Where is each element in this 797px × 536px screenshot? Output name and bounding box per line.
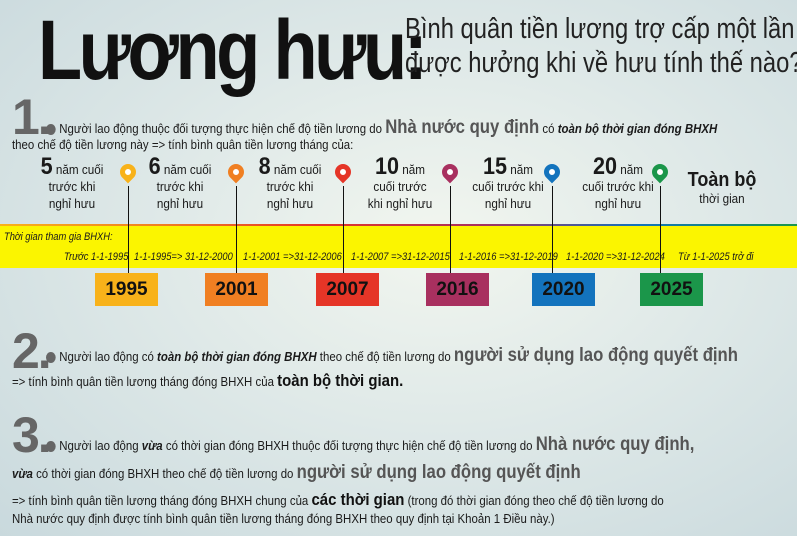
year-box: 2020 bbox=[532, 273, 595, 306]
subtitle: Bình quân tiền lương trợ cấp một lần được… bbox=[405, 12, 797, 80]
timeline-band bbox=[0, 226, 797, 268]
map-pin-icon bbox=[224, 160, 248, 184]
subtitle-line: Bình quân tiền lương trợ cấp một lần bbox=[405, 13, 795, 45]
period: Từ 1-1-2025 trở đi bbox=[678, 251, 754, 263]
timeline-label: 6 năm cuối trước khi nghỉ hưu bbox=[148, 153, 212, 212]
divider bbox=[343, 186, 344, 274]
year-box: 2016 bbox=[426, 273, 489, 306]
text: Người lao động thuộc đối tượng thực hiện… bbox=[59, 121, 386, 136]
year-box: 1995 bbox=[95, 273, 158, 306]
text: có bbox=[539, 121, 558, 136]
section-3-text-line4: Nhà nước quy định được tính bình quân ti… bbox=[12, 511, 555, 526]
divider bbox=[660, 186, 661, 274]
section-3-text-line2: vừa có thời gian đóng BHXH theo chế độ t… bbox=[12, 462, 581, 483]
page-title: Lương hưu: bbox=[38, 3, 428, 97]
timeline-label: 20 năm cuối trước khi nghỉ hưu bbox=[582, 153, 654, 212]
map-pin-icon bbox=[331, 160, 355, 184]
bullet-icon bbox=[46, 352, 56, 364]
timeline-label: 15 năm cuối trước khi nghỉ hưu bbox=[472, 153, 544, 212]
period: 1-1-2020 =>31-12-2024 bbox=[566, 251, 665, 263]
section-1-number: 1. bbox=[12, 89, 52, 145]
divider bbox=[236, 186, 237, 274]
divider bbox=[128, 186, 129, 274]
color-line bbox=[0, 224, 797, 227]
period: 1-1-2001 =>31-12-2006 bbox=[243, 251, 342, 263]
divider bbox=[450, 186, 451, 274]
bullet-icon bbox=[46, 124, 56, 136]
period: 1-1-2016 =>31-12-2019 bbox=[459, 251, 558, 263]
highlight: Nhà nước quy định bbox=[385, 117, 540, 138]
emphasis: toàn bộ thời gian đóng BHXH bbox=[557, 121, 718, 136]
timeline-label: 10 năm cuối trước khi nghỉ hưu bbox=[367, 153, 433, 212]
timeline-label: Toàn bộ thời gian bbox=[687, 169, 757, 206]
section-1-text-line2: theo chế độ tiền lương này => tính bình … bbox=[12, 137, 354, 152]
section-3-text-line3: => tính bình quân tiền lương tháng đóng … bbox=[12, 490, 664, 509]
band-label: Thời gian tham gia BHXH: bbox=[4, 231, 113, 243]
section-3-number: 3. bbox=[12, 407, 52, 463]
period: 1-1-1995=> 31-12-2000 bbox=[134, 251, 233, 263]
section-1-text: Người lao động thuộc đối tượng thực hiện… bbox=[46, 117, 717, 139]
year-box: 2025 bbox=[640, 273, 703, 306]
section-3-text: Người lao động vừa có thời gian đóng BHX… bbox=[46, 434, 694, 456]
year-box: 2001 bbox=[205, 273, 268, 306]
section-2-text-line2: => tính bình quân tiền lương tháng đóng … bbox=[12, 371, 404, 390]
timeline-label: 8 năm cuối trước khi nghỉ hưu bbox=[258, 153, 322, 212]
bullet-icon bbox=[46, 441, 56, 453]
year-box: 2007 bbox=[316, 273, 379, 306]
section-2-text: Người lao động có toàn bộ thời gian đóng… bbox=[46, 345, 738, 367]
period: 1-1-2007 =>31-12-2015 bbox=[351, 251, 450, 263]
period: Trước 1-1-1995 bbox=[64, 251, 129, 263]
section-2-number: 2. bbox=[12, 323, 52, 379]
divider bbox=[552, 186, 553, 274]
timeline-label: 5 năm cuối trước khi nghỉ hưu bbox=[40, 153, 104, 212]
subtitle-line: được hưởng khi về hưu tính thế nào? bbox=[405, 47, 797, 79]
